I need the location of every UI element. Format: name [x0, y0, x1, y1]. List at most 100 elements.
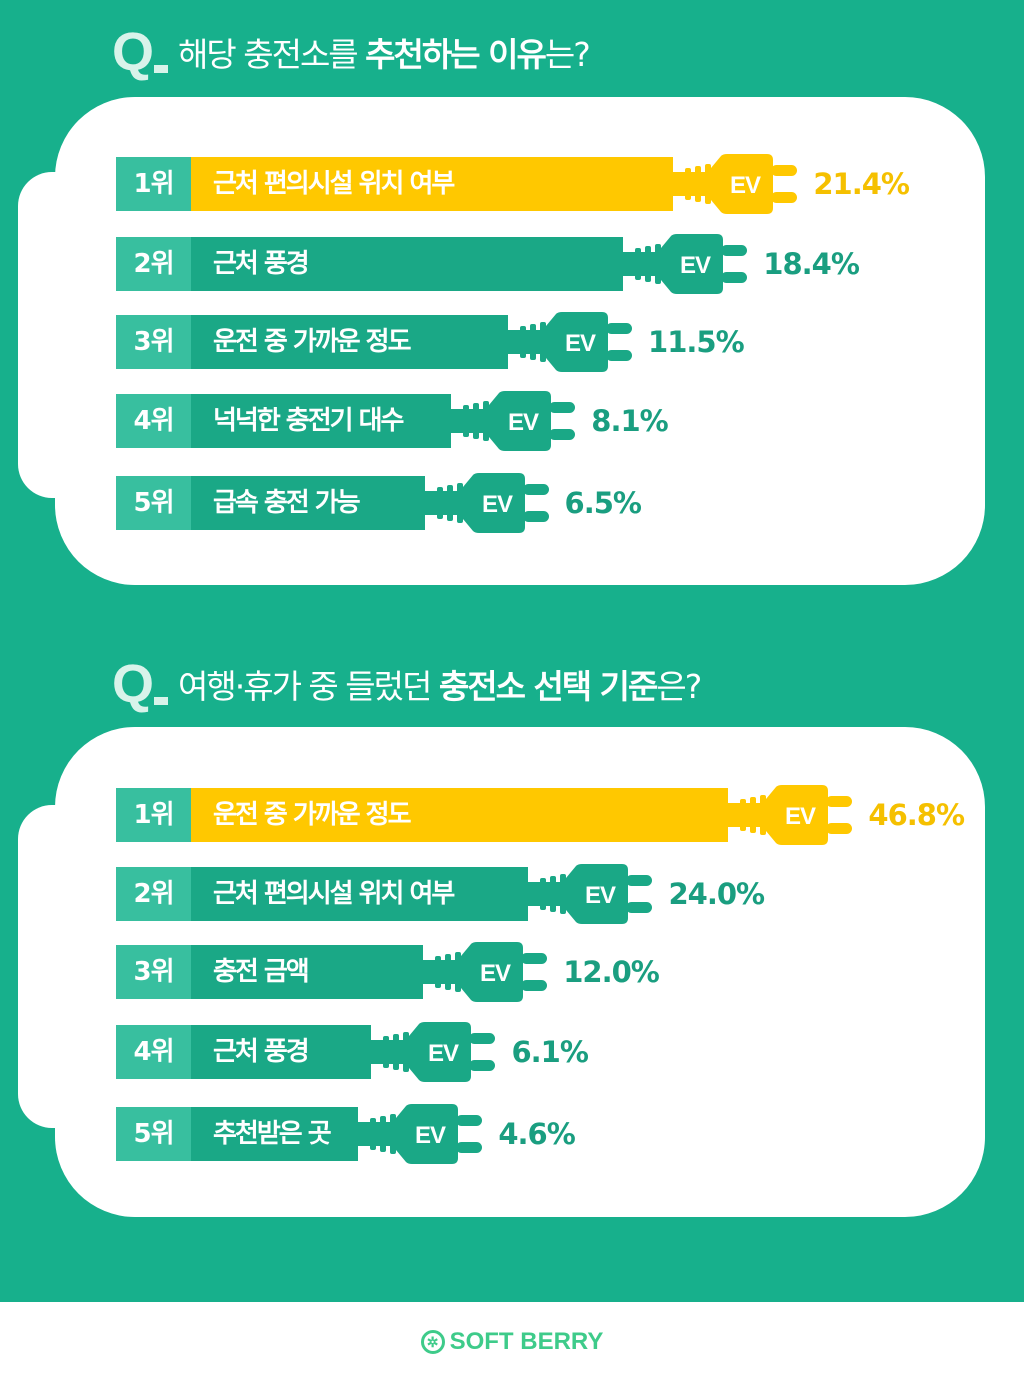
plug-prong: [549, 429, 576, 440]
bar: [191, 476, 425, 530]
value-label: 6.5%: [564, 486, 642, 520]
plug-ridge: [403, 1032, 410, 1072]
plug-prong: [521, 980, 548, 991]
plug-icon: EV: [726, 785, 853, 845]
rank-badge: 3위: [116, 315, 191, 369]
bar-row: 4위 근처 풍경 6.1% EV: [116, 1022, 1016, 1082]
plug-prong: [771, 165, 798, 176]
plug-ridge: [540, 878, 547, 910]
plug-ridge: [520, 326, 527, 358]
bar: [191, 1107, 359, 1161]
q-mark: Q: [112, 654, 169, 714]
bar-label: 운전 중 가까운 정도: [213, 800, 412, 830]
bar: [191, 394, 452, 448]
bar-row: 5위 추천받은 곳 4.6% EV: [116, 1104, 1016, 1164]
value-label: 12.0%: [563, 955, 660, 989]
footer: ✲ SOFT BERRY: [0, 1302, 1024, 1382]
logo-text: SOFT BERRY: [449, 1328, 604, 1355]
plug-ridge: [635, 248, 642, 280]
value-label: 8.1%: [591, 404, 668, 438]
plug-prong: [826, 796, 853, 807]
rank-badge: 1위: [116, 157, 191, 211]
plug-ev-text: EV: [785, 803, 816, 830]
plug-prong: [626, 875, 653, 886]
plug-icon: EV: [421, 942, 548, 1002]
plug-ridge: [455, 952, 462, 992]
berry-icon: ✲: [420, 1330, 445, 1354]
bar: [191, 788, 729, 842]
plug-ev-text: EV: [415, 1122, 446, 1149]
bar: [191, 1025, 372, 1079]
plug-prong: [721, 245, 748, 256]
bar-row: 3위 충전 금액 12.0% EV: [116, 942, 1016, 1002]
value-label: 6.1%: [511, 1035, 588, 1069]
plug-body: [489, 391, 552, 451]
bar-label: 근처 풍경: [213, 249, 310, 279]
plug-prong: [456, 1115, 483, 1126]
plug-body: [566, 864, 629, 924]
bar-label: 추천받은 곳: [213, 1119, 332, 1149]
question-title-2: Q 여행·휴가 중 들렀던 충전소 선택 기준 은?: [112, 654, 702, 714]
plug-ridge: [740, 799, 747, 831]
plug-icon: EV: [449, 391, 576, 451]
bar: [191, 157, 674, 211]
plug-ridge: [463, 405, 470, 437]
bar-row: 2위 근처 편의시설 위치 여부 24.0% EV: [116, 864, 1016, 924]
rank-badge: 5위: [116, 476, 191, 530]
bar-label: 근처 풍경: [213, 1037, 310, 1067]
plug-prong: [606, 350, 633, 361]
soft-berry-logo: ✲ SOFT BERRY: [420, 1328, 604, 1356]
rank-badge: 5위: [116, 1107, 191, 1161]
bar-row: 4위 넉넉한 충전기 대수 8.1% EV: [116, 391, 1016, 451]
bar: [191, 237, 624, 291]
bar: [191, 867, 529, 921]
bar-row: 3위 운전 중 가까운 정도 11.5% EV: [116, 312, 1016, 372]
plug-body: [462, 473, 525, 533]
plug-ev-text: EV: [565, 330, 596, 357]
value-label: 18.4%: [763, 247, 860, 281]
plug-ridge: [540, 322, 547, 362]
title-bold: 충전소 선택 기준: [438, 667, 658, 706]
plug-ridge: [530, 324, 537, 360]
rank-badge: 4위: [116, 1025, 191, 1079]
plug-prong: [626, 902, 653, 913]
plug-ridge: [446, 485, 453, 521]
plug-prong: [826, 823, 853, 834]
plug-ev-text: EV: [585, 882, 616, 909]
bar-label: 근처 편의시설 위치 여부: [213, 879, 455, 909]
bar-row: 2위 근처 풍경 18.4% EV: [116, 234, 1016, 294]
plug-ridge: [380, 1116, 387, 1152]
plug-prong: [606, 323, 633, 334]
bar-label: 급속 충전 가능: [213, 488, 361, 518]
title-end: 는?: [544, 35, 591, 74]
value-label: 46.8%: [868, 798, 965, 832]
plug-body: [766, 785, 829, 845]
plug-prong: [721, 272, 748, 283]
title-end: 은?: [656, 667, 702, 706]
plug-ridge: [435, 956, 442, 988]
plug-ridge: [483, 401, 490, 441]
value-label: 21.4%: [813, 167, 910, 201]
plug-ridge: [685, 168, 692, 200]
plug-icon: EV: [506, 312, 633, 372]
plug-prong: [522, 484, 549, 495]
value-label: 24.0%: [668, 877, 765, 911]
title-bold: 추천하는 이유: [365, 35, 547, 74]
plug-prong: [456, 1142, 483, 1153]
plug-ridge: [560, 874, 567, 914]
plug-ev-text: EV: [428, 1040, 459, 1067]
plug-ev-text: EV: [480, 960, 511, 987]
bar-row: 1위 운전 중 가까운 정도 46.8% EV: [116, 785, 1016, 845]
plug-icon: EV: [422, 473, 549, 533]
plug-ridge: [550, 876, 557, 912]
plug-ridge: [383, 1036, 390, 1068]
bar-label: 운전 중 가까운 정도: [213, 327, 412, 357]
plug-body: [661, 234, 724, 294]
plug-body: [461, 942, 524, 1002]
bar-row: 5위 급속 충전 가능 6.5% EV: [116, 473, 1016, 533]
plug-icon: EV: [356, 1104, 483, 1164]
rank-badge: 1위: [116, 788, 191, 842]
rank-badge: 3위: [116, 945, 191, 999]
bar-row: 1위 근처 편의시설 위치 여부 21.4% EV: [116, 154, 1016, 214]
plug-ev-text: EV: [482, 491, 513, 518]
